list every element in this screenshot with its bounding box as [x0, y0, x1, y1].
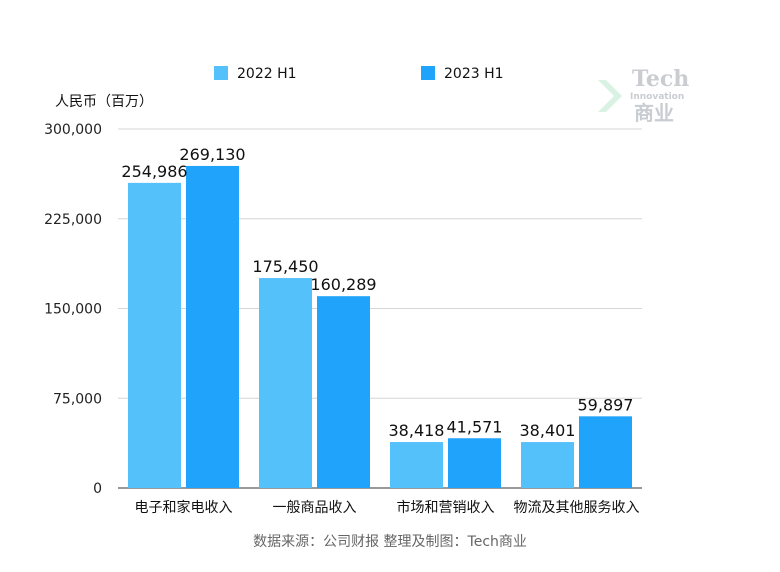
bar: [186, 165, 239, 488]
data-label: 59,897: [578, 395, 634, 414]
data-label: 160,289: [310, 275, 376, 294]
legend-label: 2023 H1: [444, 66, 504, 82]
watermark-tech: Tech: [632, 66, 689, 92]
data-label: 41,571: [447, 417, 503, 436]
x-tick-label: 市场和营销收入: [397, 499, 495, 516]
data-label: 254,986: [121, 162, 187, 181]
legend: 2022 H1 2023 H1: [214, 66, 504, 82]
legend-label: 2022 H1: [237, 66, 297, 82]
bar: [521, 442, 574, 488]
x-tick-label: 一般商品收入: [273, 500, 357, 516]
bars: [128, 165, 632, 488]
data-label: 175,450: [252, 257, 318, 276]
category-labels: 电子和家电收入 一般商品收入 市场和营销收入 物流及其他服务收入: [135, 499, 640, 516]
x-tick-label: 物流及其他服务收入: [514, 500, 640, 516]
bar: [259, 278, 312, 488]
y-tick-label: 75,000: [53, 391, 102, 407]
y-tick-label: 225,000: [44, 212, 102, 228]
bar: [448, 438, 501, 488]
legend-swatch: [214, 66, 228, 80]
data-label: 38,418: [389, 421, 445, 440]
bar: [128, 182, 181, 488]
watermark-innovation: Innovation: [630, 92, 684, 102]
y-tick-label: 300,000: [44, 122, 102, 138]
x-tick-label: 电子和家电收入: [135, 499, 233, 516]
bar: [390, 442, 443, 488]
legend-swatch: [421, 66, 435, 80]
watermark-shangye: 商业: [634, 101, 674, 125]
bar: [317, 296, 370, 488]
y-axis-ticks: 0 75,000 150,000 225,000 300,000: [44, 122, 102, 497]
y-axis-unit-label: 人民币（百万）: [55, 94, 153, 110]
data-label: 269,130: [179, 145, 245, 164]
source-note: 数据来源：公司财报 整理及制图：Tech商业: [253, 534, 527, 550]
watermark-logo: Tech Innovation 商业: [598, 66, 689, 125]
y-tick-label: 150,000: [44, 302, 102, 318]
watermark-chevron-icon: [598, 80, 622, 112]
bar: [579, 416, 632, 488]
y-tick-label: 0: [93, 481, 102, 497]
data-label: 38,401: [520, 421, 576, 440]
